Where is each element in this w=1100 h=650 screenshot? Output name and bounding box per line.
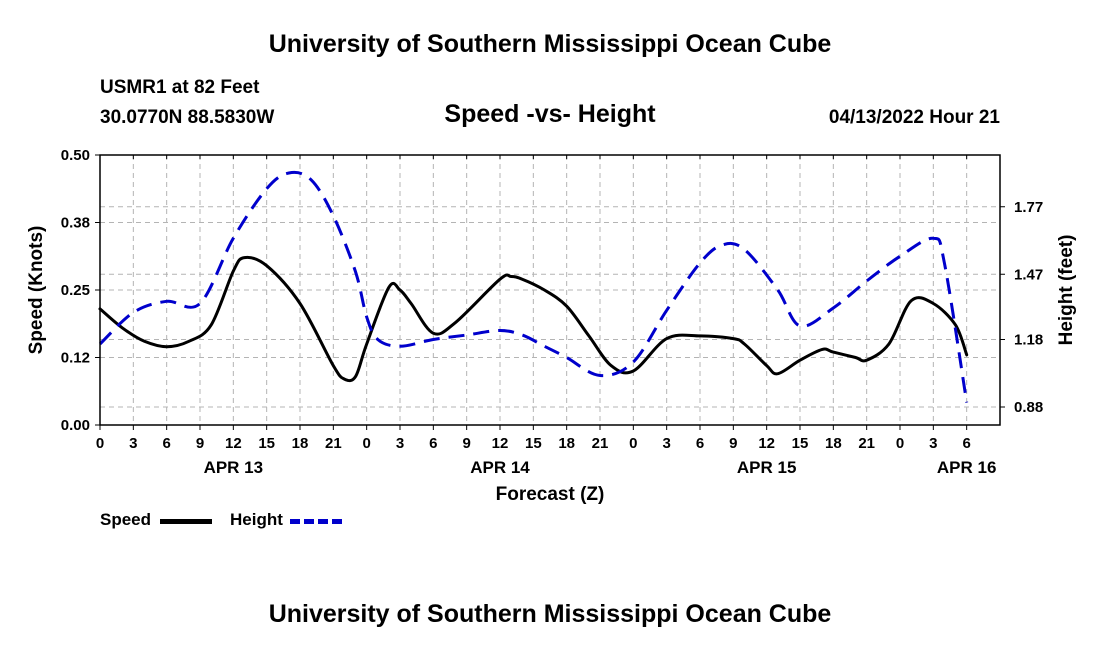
y-left-tick-label: 0.50 bbox=[61, 147, 90, 164]
y-right-tick-label: 1.77 bbox=[1014, 199, 1043, 216]
chart-series bbox=[98, 170, 969, 403]
x-tick-label: 0 bbox=[96, 435, 104, 452]
x-tick-label: 6 bbox=[696, 435, 704, 452]
x-tick-label: 15 bbox=[525, 435, 542, 452]
x-tick-label: 6 bbox=[162, 435, 170, 452]
x-tick-label: 3 bbox=[662, 435, 670, 452]
x-tick-label: 3 bbox=[396, 435, 404, 452]
x-tick-label: 9 bbox=[196, 435, 204, 452]
y-right-tick-label: 1.18 bbox=[1014, 332, 1043, 349]
series-line-speed bbox=[98, 255, 969, 383]
chart-title: Speed -vs- Height bbox=[444, 100, 656, 128]
x-tick-label: 12 bbox=[758, 435, 775, 452]
x-tick-label: 9 bbox=[462, 435, 470, 452]
y-axis-label-right: Height (feet) bbox=[1056, 235, 1077, 346]
series-line-height bbox=[98, 170, 969, 403]
station-label: USMR1 at 82 Feet bbox=[100, 77, 260, 98]
y-axis-label-left: Speed (Knots) bbox=[26, 226, 47, 355]
y-right-tick-label: 0.88 bbox=[1014, 399, 1043, 416]
x-tick-label: 0 bbox=[896, 435, 904, 452]
x-tick-label: 15 bbox=[792, 435, 809, 452]
date-label: APR 14 bbox=[470, 458, 530, 477]
x-axis-label: Forecast (Z) bbox=[496, 484, 605, 505]
legend-speed-label: Speed bbox=[100, 510, 152, 529]
chart-grid bbox=[99, 154, 1000, 426]
y-left-tick-label: 0.00 bbox=[61, 417, 90, 434]
x-tick-label: 21 bbox=[592, 435, 609, 452]
date-label: APR 16 bbox=[937, 458, 997, 477]
date-label: APR 13 bbox=[204, 458, 264, 477]
x-tick-label: 12 bbox=[492, 435, 509, 452]
x-tick-label: 12 bbox=[225, 435, 242, 452]
y-left-tick-label: 0.12 bbox=[61, 350, 90, 367]
y-right-tick-label: 1.47 bbox=[1014, 266, 1043, 283]
x-tick-label: 9 bbox=[729, 435, 737, 452]
chart-axes: 0 3 6 9 12 15 18 21 0 3 6 9 12 15 18 21 0 3 6 9 12 15 18 21 0 3 6 A… bbox=[61, 147, 1043, 477]
date-label: APR 15 bbox=[737, 458, 797, 477]
x-tick-label: 0 bbox=[362, 435, 370, 452]
x-tick-label: 21 bbox=[858, 435, 875, 452]
x-tick-label: 18 bbox=[292, 435, 309, 452]
x-tick-label: 6 bbox=[962, 435, 970, 452]
x-tick-label: 15 bbox=[258, 435, 275, 452]
run-time-label: 04/13/2022 Hour 21 bbox=[828, 107, 1000, 128]
x-tick-label: 3 bbox=[929, 435, 937, 452]
coordinates-label: 30.0770N 88.5830W bbox=[100, 107, 275, 128]
legend-height-swatch bbox=[290, 519, 342, 524]
x-tick-label: 21 bbox=[325, 435, 342, 452]
x-tick-label: 3 bbox=[129, 435, 137, 452]
legend-speed-swatch bbox=[160, 519, 212, 524]
y-left-tick-label: 0.38 bbox=[61, 215, 90, 232]
y-left-tick-label: 0.25 bbox=[61, 282, 90, 299]
page-title: University of Southern Mississippi Ocean… bbox=[268, 30, 832, 58]
x-tick-label: 0 bbox=[629, 435, 637, 452]
x-tick-label: 18 bbox=[825, 435, 842, 452]
x-tick-label: 18 bbox=[558, 435, 575, 452]
x-tick-label: 6 bbox=[429, 435, 437, 452]
legend-height-label: Height bbox=[230, 510, 283, 529]
footer-title: University of Southern Mississippi Ocean… bbox=[268, 600, 832, 628]
